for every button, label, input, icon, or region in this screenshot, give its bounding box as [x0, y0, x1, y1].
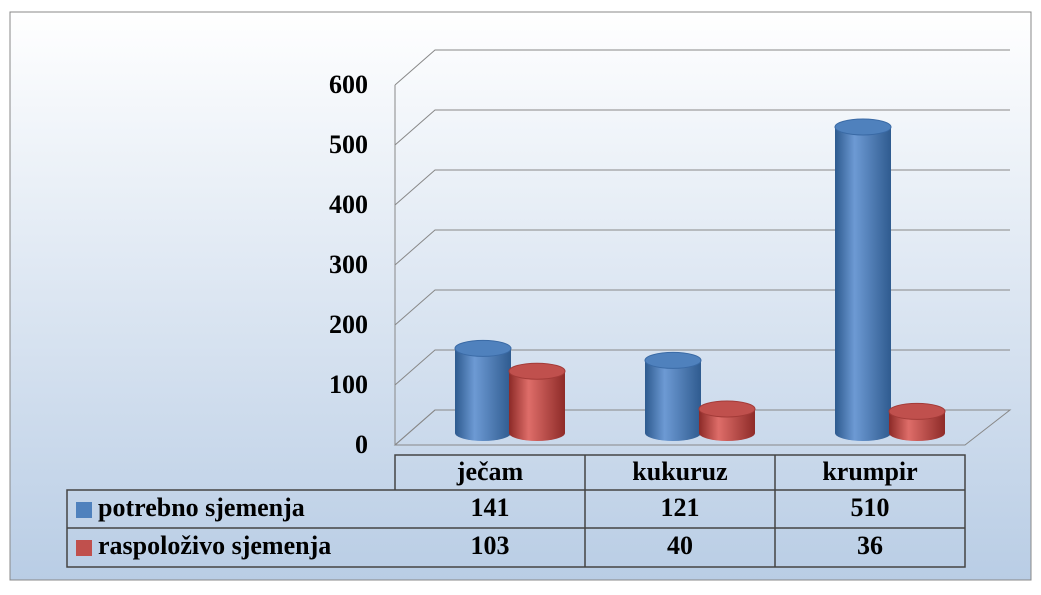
x-tick-label: kukuruz [632, 457, 727, 486]
cylinder-top [644, 351, 702, 369]
x-tick-label: krumpir [822, 457, 917, 486]
data-table [66, 454, 966, 568]
grid-line [394, 349, 1010, 386]
cylinder [645, 360, 701, 433]
table-value: 141 [471, 493, 510, 522]
y-tick-label: 200 [329, 310, 368, 339]
y-tick-label: 400 [329, 190, 368, 219]
y-tick-label: 600 [329, 70, 368, 99]
grid-line [394, 409, 1010, 446]
legend-label: raspoloživo sjemenja [98, 531, 331, 560]
legend-swatch [76, 540, 92, 556]
table-value: 121 [661, 493, 700, 522]
cylinder [835, 127, 891, 433]
x-tick-label: ječam [456, 457, 524, 486]
table-value: 36 [857, 531, 883, 560]
cylinder-top [454, 339, 512, 357]
table-grid [66, 454, 966, 568]
y-tick-label: 0 [355, 430, 368, 459]
cylinder-top [508, 362, 566, 380]
grid-line [394, 169, 1010, 206]
grid-line [394, 49, 1010, 86]
cylinder-top [888, 402, 946, 420]
legend-swatch [76, 502, 92, 518]
table-value: 40 [667, 531, 693, 560]
cylinder [455, 348, 511, 433]
grid-line [394, 229, 1010, 266]
y-tick-label: 300 [329, 250, 368, 279]
y-tick-label: 500 [329, 130, 368, 159]
cylinder [509, 371, 565, 433]
cylinder-top [698, 400, 756, 418]
cylinder-top [834, 118, 892, 136]
y-tick-label: 100 [329, 370, 368, 399]
grid-line [394, 289, 1010, 326]
table-value: 510 [851, 493, 890, 522]
table-value: 103 [471, 531, 510, 560]
grid-line [394, 109, 1010, 146]
legend-label: potrebno sjemenja [98, 493, 305, 522]
